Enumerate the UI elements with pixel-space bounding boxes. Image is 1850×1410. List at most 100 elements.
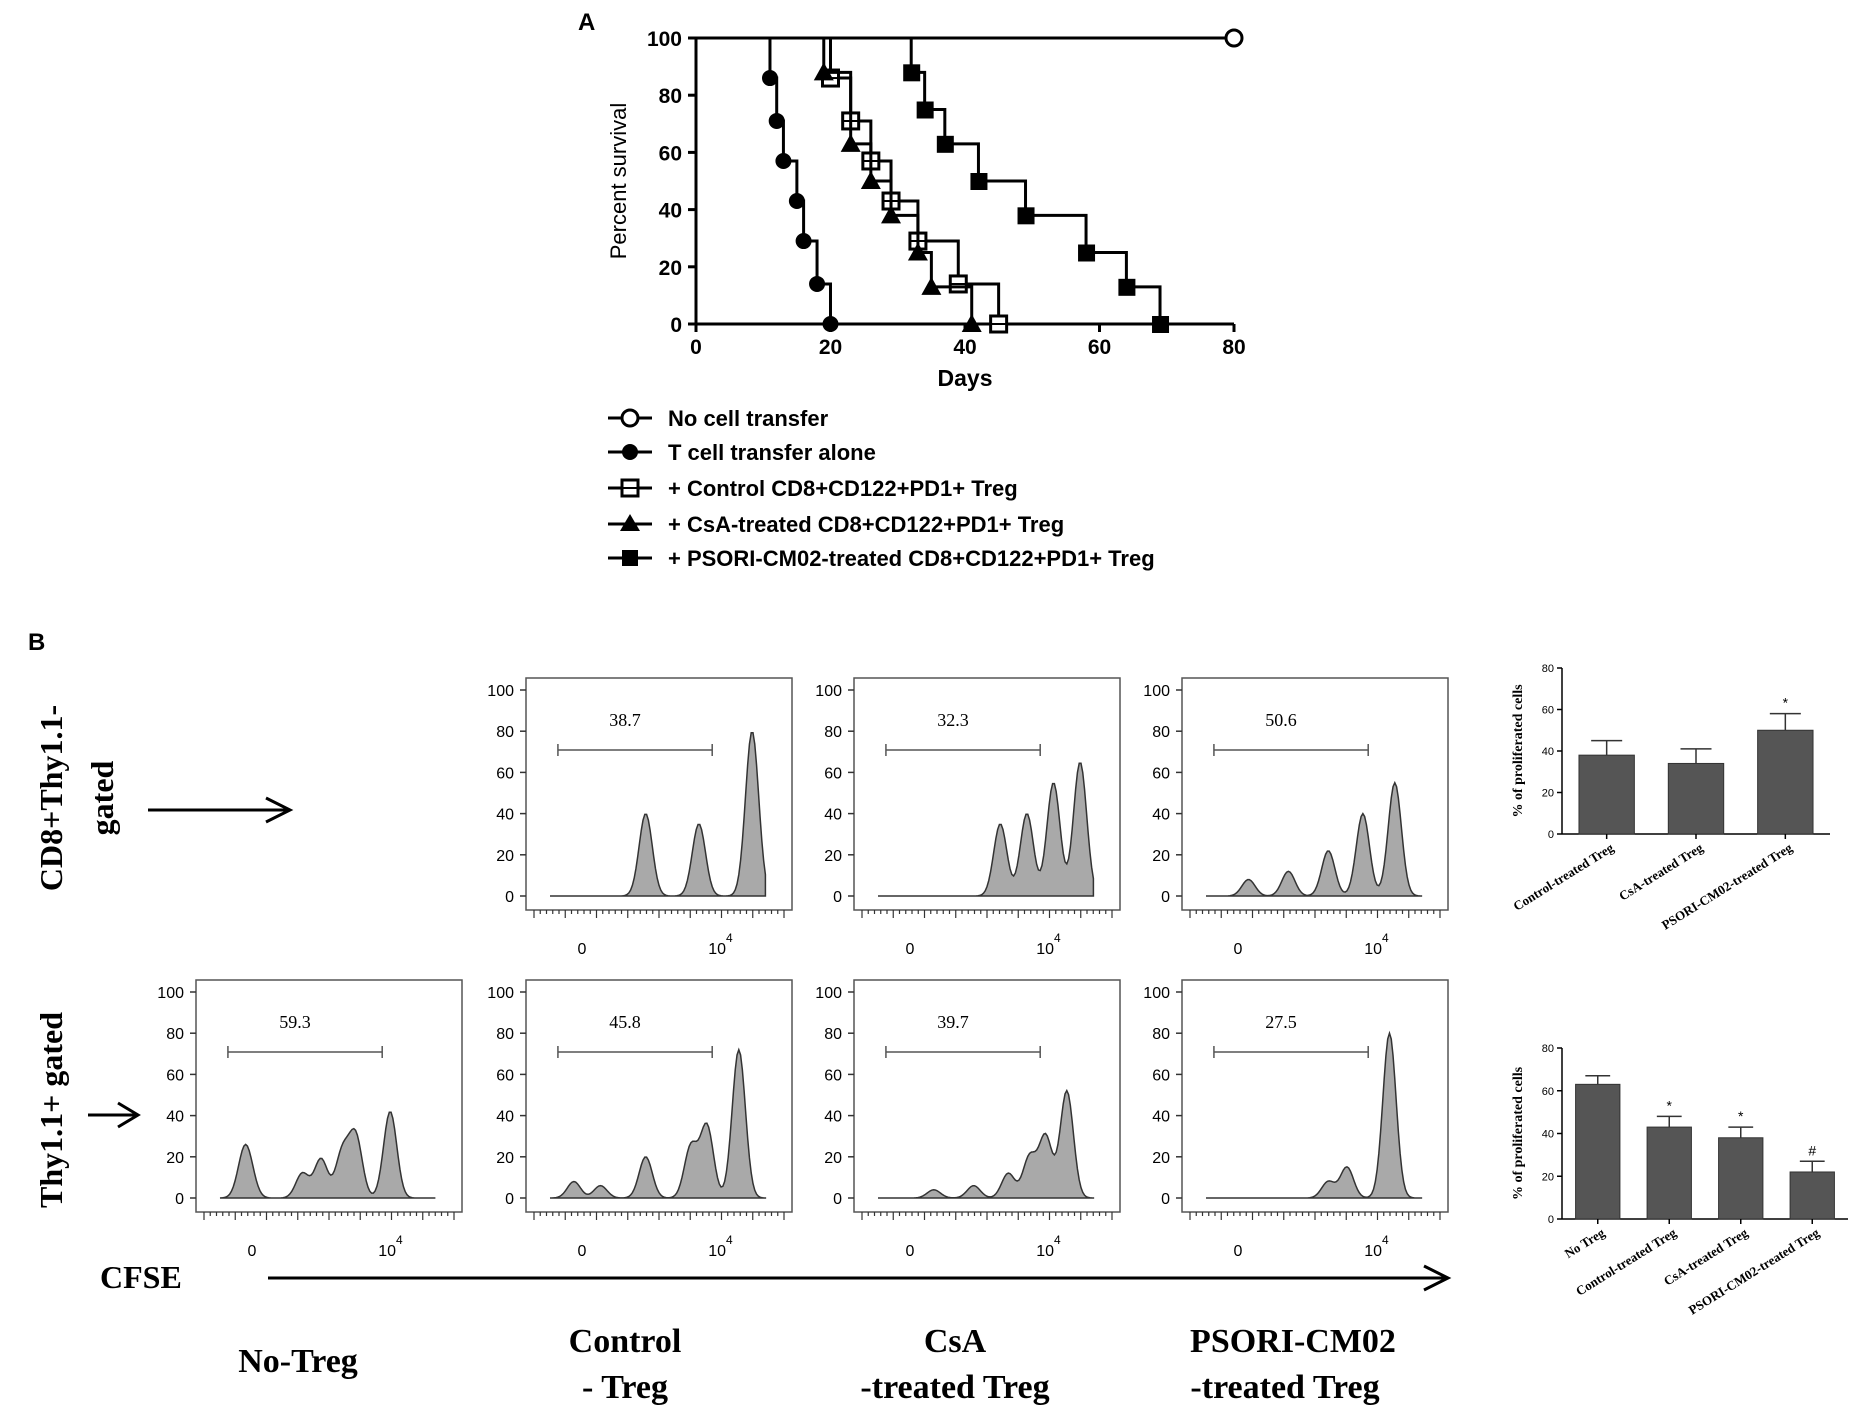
survival-line-series-3: [696, 36, 974, 324]
column-label-psori-line1: PSORI-CM02: [1190, 1323, 1396, 1360]
histogram-y-tick-label: 100: [1143, 683, 1170, 700]
filled-triangle-marker: [881, 205, 902, 224]
histogram-x-tick-label-exponent: 4: [726, 931, 733, 945]
histogram-y-tick-label: 100: [1143, 985, 1170, 1002]
y-tick-label: 60: [659, 142, 682, 165]
cfse-histogram-1: 100 80 60 40 20 0 0 104 32.3: [815, 677, 1121, 958]
bar-y-tick-label: 60: [1542, 705, 1554, 717]
proliferation-bar-chart-row2: 0 20 40 60 80 % of proliferated cells No Treg *…: [1511, 1043, 1848, 1318]
histogram-y-tick-label: 100: [815, 683, 842, 700]
x-tick-label: 60: [1088, 336, 1111, 359]
panel-a-letter: A: [578, 9, 595, 36]
row1-arrow-icon: [148, 796, 294, 824]
legend-label: T cell transfer alone: [668, 440, 876, 465]
bar-y-tick-label: 40: [1542, 746, 1554, 758]
column-label-psori-line2: -treated Treg: [1190, 1369, 1379, 1406]
histogram-y-tick-label: 40: [824, 1109, 842, 1126]
histogram-x-tick-label-ten: 10: [1364, 1243, 1382, 1260]
legend-item-psori-treg: + PSORI-CM02-treated CD8+CD122+PD1+ Treg: [608, 546, 1155, 571]
histogram-x-tick-label-zero: 0: [578, 941, 587, 958]
histogram-y-tick-label: 60: [496, 765, 514, 782]
filled-square-marker: [936, 135, 954, 153]
legend-label: + Control CD8+CD122+PD1+ Treg: [668, 476, 1018, 501]
row2-label: Thy1.1+ gated: [33, 1012, 69, 1208]
histogram-x-tick-label-zero: 0: [1234, 1243, 1243, 1260]
histogram-y-tick-label: 20: [1152, 848, 1170, 865]
histogram-distribution: [550, 731, 767, 897]
y-tick-label: 20: [659, 257, 682, 280]
filled-circle-marker: [768, 112, 785, 129]
histogram-x-tick-label-exponent: 4: [726, 1233, 733, 1247]
legend-item-t-cell-transfer-alone: T cell transfer alone: [608, 440, 876, 465]
filled-square-marker: [916, 101, 934, 119]
histogram-y-tick-label: 0: [175, 1191, 184, 1208]
cfse-histogram-2: 100 80 60 40 20 0 0 104 50.6: [1143, 677, 1449, 958]
histogram-y-tick-label: 40: [1152, 807, 1170, 824]
bar-category-label: PSORI-CM02-treated Treg: [1686, 1225, 1822, 1318]
x-tick-label: 0: [690, 336, 702, 359]
legend-label: + CsA-treated CD8+CD122+PD1+ Treg: [668, 512, 1064, 537]
histogram-y-tick-label: 40: [824, 807, 842, 824]
column-label-csa-line2: -treated Treg: [860, 1369, 1049, 1406]
histogram-x-tick-label-zero: 0: [248, 1243, 257, 1260]
cfse-histogram-5: 100 80 60 40 20 0 0 104 39.7: [815, 979, 1121, 1260]
cfse-histogram-3: 100 80 60 40 20 0 0 104 59.3: [157, 979, 463, 1260]
histogram-x-tick-label-zero: 0: [1234, 941, 1243, 958]
histogram-y-tick-label: 60: [496, 1067, 514, 1084]
bar-y-axis-title: % of proliferated cells: [1511, 1066, 1526, 1200]
histogram-x-tick-label-ten: 10: [1036, 1243, 1054, 1260]
histogram-x-tick-label-exponent: 4: [396, 1233, 403, 1247]
histogram-y-tick-label: 100: [487, 985, 514, 1002]
bar-category-label: CsA-treated Treg: [1616, 840, 1706, 904]
histogram-y-tick-label: 60: [824, 1067, 842, 1084]
cfse-histogram-6: 100 80 60 40 20 0 0 104 27.5: [1143, 979, 1449, 1260]
filled-triangle-marker: [921, 276, 942, 295]
panel-b-letter: B: [28, 629, 45, 656]
cfse-histogram-4: 100 80 60 40 20 0 0 104 45.8: [487, 979, 793, 1260]
filled-square-marker: [1017, 207, 1035, 225]
histogram-frame: [1181, 979, 1449, 1213]
gate-percent-label: 50.6: [1265, 710, 1297, 730]
bar: [1578, 754, 1635, 835]
filled-square-icon: [622, 550, 638, 566]
histogram-y-tick-label: 20: [166, 1150, 184, 1167]
y-axis-title: Percent survival: [606, 103, 631, 260]
bar-y-tick-label: 0: [1548, 829, 1554, 841]
histogram-y-tick-label: 0: [833, 1191, 842, 1208]
bar-y-tick-label: 60: [1542, 1086, 1554, 1098]
filled-triangle-marker: [907, 242, 928, 261]
histogram-x-tick-label-exponent: 4: [1382, 1233, 1389, 1247]
filled-circle-marker: [761, 70, 778, 87]
open-circle-marker: [1224, 28, 1244, 48]
histogram-distribution: [219, 1111, 436, 1199]
bar-y-tick-label: 40: [1542, 1129, 1554, 1141]
histogram-y-tick-label: 60: [1152, 1067, 1170, 1084]
histogram-x-tick-label-zero: 0: [906, 1243, 915, 1260]
column-label-csa-line1: CsA: [924, 1323, 987, 1360]
histogram-distribution: [1206, 780, 1423, 897]
histogram-y-tick-label: 0: [505, 1191, 514, 1208]
gate-percent-label: 27.5: [1265, 1012, 1297, 1032]
cfse-label: CFSE: [100, 1259, 182, 1295]
bar-y-tick-label: 20: [1542, 1171, 1554, 1183]
bar: [1718, 1137, 1764, 1220]
bar: [1667, 762, 1725, 835]
bar-significance-label: *: [1783, 695, 1789, 711]
histogram-y-tick-label: 40: [496, 1109, 514, 1126]
filled-square-marker: [1118, 278, 1136, 296]
histogram-y-tick-label: 0: [505, 889, 514, 906]
histogram-y-tick-label: 60: [166, 1067, 184, 1084]
proliferation-bar-chart-row1: 0 20 40 60 80 % of proliferated cells Control-…: [1510, 663, 1830, 933]
histogram-x-tick-label-ten: 10: [708, 941, 726, 958]
histogram-frame: [853, 979, 1121, 1213]
open-circle-icon: [620, 408, 640, 428]
bar: [1575, 1083, 1621, 1220]
cfse-arrow-icon: [268, 1264, 1452, 1292]
histogram-distribution: [878, 762, 1095, 897]
histogram-y-tick-label: 20: [496, 1150, 514, 1167]
histogram-y-tick-label: 20: [496, 848, 514, 865]
filled-triangle-marker: [961, 314, 982, 332]
cfse-histogram-0: 100 80 60 40 20 0 0 104 38.7: [487, 677, 793, 958]
histogram-distribution: [1206, 1030, 1422, 1199]
